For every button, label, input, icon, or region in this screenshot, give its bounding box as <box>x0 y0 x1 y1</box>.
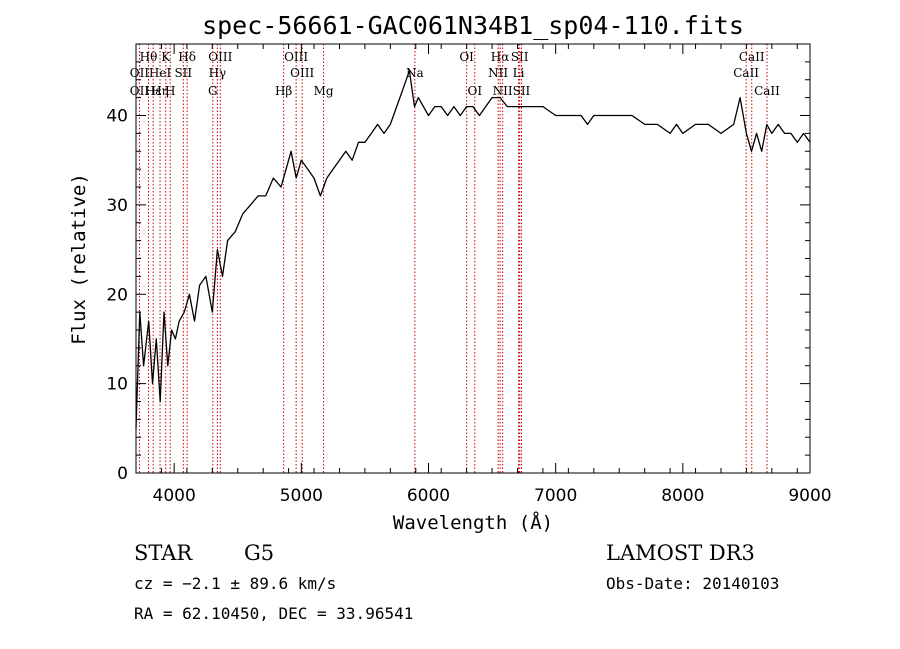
line-label: Hε <box>145 84 162 98</box>
line-label: CaII <box>754 84 780 98</box>
coordinates: RA = 62.10450, DEC = 33.96541 <box>134 604 413 623</box>
y-tick-label: 30 <box>106 196 128 216</box>
x-tick-label: 4000 <box>153 486 196 506</box>
line-label: OI <box>459 50 474 64</box>
line-label: OII <box>130 84 150 98</box>
line-label: Hη <box>151 84 169 98</box>
observation-date: Obs-Date: 20140103 <box>606 574 779 593</box>
y-tick-label: 0 <box>117 464 128 484</box>
line-label: H <box>165 84 175 98</box>
y-axis-label: Flux (relative) <box>68 173 90 345</box>
survey-name: LAMOST DR3 <box>606 541 755 565</box>
line-label: OI <box>467 84 482 98</box>
x-tick-label: 5000 <box>280 486 323 506</box>
line-label: CaII <box>739 50 765 64</box>
y-tick-label: 10 <box>106 375 128 395</box>
line-label: HeI <box>149 66 172 80</box>
line-label: Hθ <box>140 50 158 64</box>
line-label: NII <box>493 84 513 98</box>
line-label: Hγ <box>209 66 227 80</box>
line-label: OII <box>130 66 150 80</box>
x-tick-label: 8000 <box>661 486 704 506</box>
line-label: K <box>161 50 171 64</box>
spectrum-line <box>135 70 811 429</box>
line-label: Mg <box>314 84 334 98</box>
x-tick-label: 7000 <box>534 486 577 506</box>
line-label: OIII <box>284 50 308 64</box>
line-label: Li <box>513 66 525 80</box>
redshift-cz: cz = −2.1 ± 89.6 km/s <box>134 574 336 593</box>
object-type: STAR <box>134 541 193 565</box>
line-label: CaII <box>733 66 759 80</box>
line-label: NII <box>488 66 508 80</box>
x-axis-label: Wavelength (Å) <box>393 511 553 534</box>
axis-ticks: 4000 5000 6000 7000 8000 9000 0 10 20 30 40 <box>106 43 832 506</box>
line-label: G <box>208 84 218 98</box>
line-label: Hδ <box>178 50 196 64</box>
line-label: Hβ <box>275 84 292 98</box>
line-label: Hα <box>491 50 510 64</box>
plot-frame <box>135 43 811 474</box>
line-label: SII <box>511 50 529 64</box>
x-tick-label: 9000 <box>788 486 831 506</box>
line-label: OIII <box>208 50 232 64</box>
line-label: OIII <box>290 66 314 80</box>
line-label: SII <box>513 84 531 98</box>
chart-title: spec-56661-GAC061N34B1_sp04-110.fits <box>202 11 744 40</box>
y-tick-label: 20 <box>106 285 128 305</box>
x-tick-label: 6000 <box>407 486 450 506</box>
spectrum-series <box>135 70 811 429</box>
object-subclass: G5 <box>244 541 274 565</box>
line-label: SII <box>174 66 192 80</box>
y-tick-label: 40 <box>106 107 128 127</box>
